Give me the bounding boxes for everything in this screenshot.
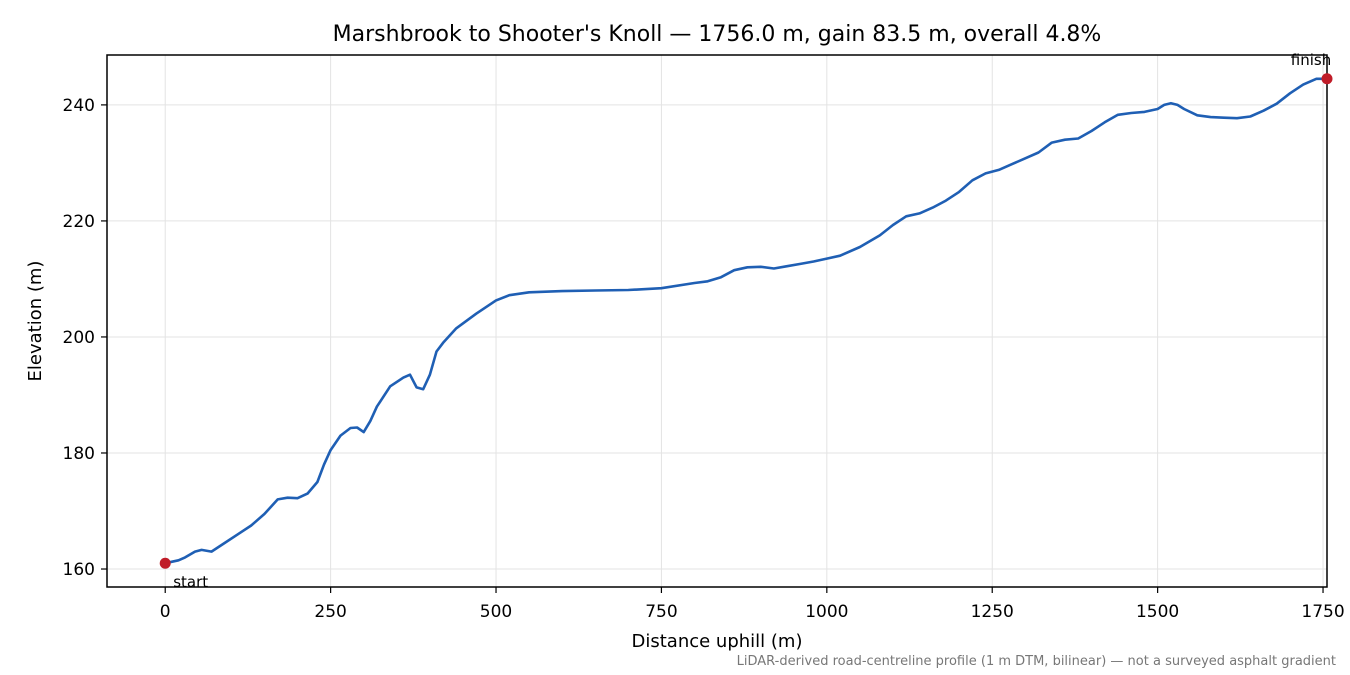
- x-tick-label: 0: [160, 602, 171, 622]
- y-tick-label: 240: [63, 96, 95, 116]
- y-tick-label: 180: [63, 444, 95, 464]
- y-tick-label: 220: [63, 212, 95, 232]
- start-marker: [159, 557, 171, 569]
- x-tick-label: 1250: [971, 602, 1014, 622]
- x-tick-label: 500: [480, 602, 512, 622]
- start-label: start: [173, 573, 208, 591]
- grid-lines: [107, 55, 1327, 587]
- x-tick-label: 750: [645, 602, 677, 622]
- y-axis-ticks: 160 180 200 220 240: [63, 96, 107, 580]
- y-tick-label: 200: [63, 328, 95, 348]
- x-axis-label: Distance uphill (m): [632, 631, 803, 652]
- x-tick-label: 1750: [1301, 602, 1344, 622]
- y-axis-label: Elevation (m): [25, 261, 46, 382]
- y-tick-label: 160: [63, 560, 95, 580]
- x-tick-label: 1500: [1136, 602, 1179, 622]
- x-tick-label: 250: [314, 602, 346, 622]
- finish-marker: [1321, 73, 1333, 85]
- x-tick-label: 1000: [805, 602, 848, 622]
- chart-title: Marshbrook to Shooter's Knoll — 1756.0 m…: [333, 22, 1102, 47]
- annotations: start finish: [159, 51, 1333, 591]
- footnote: LiDAR-derived road-centreline profile (1…: [737, 654, 1336, 669]
- plot-area-frame: [106, 54, 1328, 588]
- finish-label: finish: [1291, 51, 1331, 69]
- x-axis-ticks: 0 250 500 750 1000 1250 1500 1750: [160, 587, 1345, 622]
- elevation-line: [163, 77, 1329, 565]
